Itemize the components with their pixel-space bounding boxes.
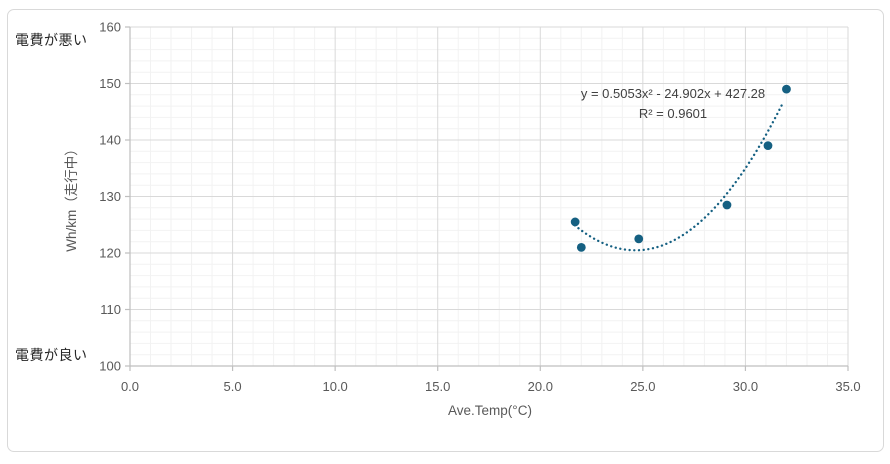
data-point	[576, 242, 586, 252]
data-point	[634, 234, 644, 244]
y-tick-label: 110	[100, 302, 121, 317]
y-tick-label: 100	[99, 359, 121, 374]
y-tick-label: 140	[99, 133, 121, 148]
y-tick-label: 120	[99, 246, 121, 261]
trendline-path	[573, 101, 785, 252]
x-axis-title: Ave.Temp(°C)	[448, 403, 532, 418]
trendline-equation-line: y = 0.5053x² - 24.902x + 427.28	[580, 86, 766, 101]
y-tick-label: 130	[99, 189, 121, 204]
annotation-efficiency-good: 電費が良い	[15, 347, 88, 363]
y-tick-label: 160	[99, 20, 121, 35]
data-point	[763, 141, 773, 151]
x-tick-label: 30.0	[733, 379, 758, 394]
x-tick-label: 25.0	[630, 379, 655, 394]
data-point	[570, 217, 580, 227]
y-axis-title: Wh/km（走行中）	[64, 142, 79, 252]
x-tick-label: 10.0	[322, 379, 347, 394]
x-tick-label: 15.0	[425, 379, 450, 394]
trendline-equation-label: y = 0.5053x² - 24.902x + 427.28 R² = 0.9…	[503, 84, 843, 124]
x-tick-label: 0.0	[121, 379, 139, 394]
trendline-r2-line: R² = 0.9601	[638, 106, 708, 121]
annotation-efficiency-bad: 電費が悪い	[15, 32, 88, 48]
x-tick-label: 35.0	[835, 379, 860, 394]
data-point	[782, 84, 791, 94]
x-tick-label: 5.0	[224, 379, 242, 394]
x-tick-label: 20.0	[528, 379, 553, 394]
data-point	[722, 200, 732, 210]
y-tick-label: 150	[99, 76, 121, 91]
